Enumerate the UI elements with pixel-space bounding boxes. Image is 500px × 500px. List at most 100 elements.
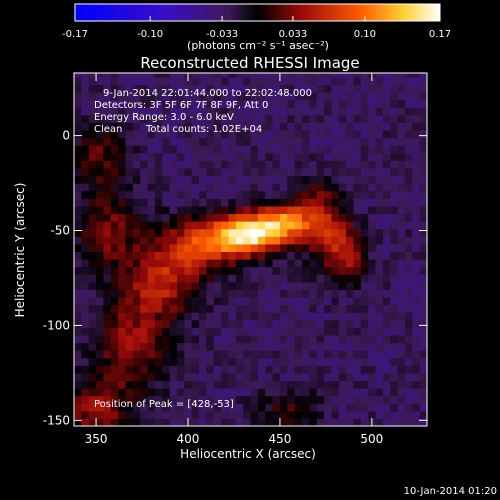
heatmap-cell [404, 228, 413, 237]
heatmap-cell [199, 228, 207, 237]
heatmap-cell [301, 205, 310, 215]
heatmap-cell [301, 183, 310, 192]
heatmap-cell [287, 84, 296, 93]
heatmap-cell [235, 365, 244, 374]
heatmap-cell [287, 327, 296, 336]
heatmap-cell [199, 137, 207, 146]
x-tick-label: 400 [177, 432, 200, 446]
heatmap-cell [382, 198, 391, 207]
heatmap-cell [213, 73, 222, 78]
heatmap-cell [353, 319, 362, 328]
heatmap-cell [154, 84, 163, 93]
heatmap-cell [404, 380, 413, 389]
heatmap-cell [309, 228, 318, 237]
heatmap-cell [390, 410, 399, 420]
heatmap-cell [162, 372, 171, 382]
heatmap-cell [235, 99, 244, 108]
heatmap-cell [162, 342, 171, 351]
heatmap-cell [110, 205, 119, 215]
heatmap-cell [125, 319, 134, 328]
heatmap-cell [213, 145, 222, 154]
heatmap-cell [324, 76, 332, 85]
heatmap-cell [309, 137, 318, 146]
heatmap-cell [110, 365, 119, 374]
heatmap-cell [96, 410, 105, 420]
heatmap-cell [309, 357, 318, 366]
heatmap-cell [176, 122, 185, 131]
heatmap-cell [243, 395, 252, 404]
heatmap-cell [169, 380, 178, 389]
heatmap-cell [265, 403, 274, 412]
heatmap-cell [206, 205, 215, 215]
heatmap-cell [272, 350, 281, 359]
heatmap-cell [154, 205, 163, 215]
heatmap-cell [331, 327, 340, 336]
heatmap-cell [250, 281, 259, 290]
heatmap-cell [74, 91, 82, 101]
heatmap-cell [404, 372, 413, 382]
heatmap-cell [346, 236, 355, 245]
heatmap-cell [265, 221, 274, 230]
heatmap-cell [382, 152, 391, 161]
heatmap-cell [397, 213, 406, 222]
heatmap-cell [118, 243, 127, 252]
heatmap-cell [324, 418, 332, 426]
heatmap-cell [206, 258, 215, 268]
heatmap-cell [199, 76, 207, 85]
heatmap-cell [162, 73, 171, 78]
heatmap-cell [316, 152, 325, 161]
heatmap-cell [360, 221, 369, 230]
heatmap-cell [162, 334, 171, 344]
heatmap-cell [397, 145, 406, 154]
heatmap-cell [199, 243, 207, 252]
heatmap-cell [287, 342, 296, 351]
heatmap-cell [96, 114, 105, 123]
heatmap-cell [118, 129, 127, 139]
heatmap-cell [199, 190, 207, 199]
heatmap-cell [375, 266, 384, 275]
heatmap-cell [184, 183, 193, 192]
heatmap-cell [331, 357, 340, 366]
heatmap-cell [184, 357, 193, 366]
heatmap-cell [147, 380, 156, 389]
heatmap-cell [88, 243, 97, 252]
heatmap-cell [96, 357, 105, 366]
heatmap-cell [176, 410, 185, 420]
heatmap-cell [272, 410, 281, 420]
heatmap-cell [191, 145, 200, 154]
heatmap-cell [228, 236, 237, 245]
heatmap-cell [228, 107, 237, 116]
heatmap-cell [412, 129, 421, 139]
heatmap-cell [176, 266, 185, 275]
heatmap-cell [176, 342, 185, 351]
heatmap-cell [390, 418, 399, 426]
heatmap-cell [353, 145, 362, 154]
heatmap-cell [140, 167, 149, 177]
heatmap-cell [360, 289, 369, 298]
heatmap-cell [199, 289, 207, 298]
heatmap-cell [382, 342, 391, 351]
heatmap-cell [125, 84, 134, 93]
heatmap-cell [287, 107, 296, 116]
heatmap-cell [199, 99, 207, 108]
heatmap-cell [221, 296, 230, 306]
heatmap-cell [419, 198, 427, 207]
heatmap-cell [346, 221, 355, 230]
heatmap-cell [228, 342, 237, 351]
heatmap-cell [404, 236, 413, 245]
heatmap-cell [110, 228, 119, 237]
heatmap-cell [199, 357, 207, 366]
heatmap-cell [206, 312, 215, 321]
colorbar-ticks: -0.17 -0.10 -0.033 0.033 0.10 0.17 [62, 16, 451, 40]
heatmap-cell [140, 236, 149, 245]
heatmap-cell [147, 296, 156, 306]
heatmap-cell [272, 334, 281, 344]
heatmap-cell [125, 266, 134, 275]
heatmap-cell [235, 380, 244, 389]
heatmap-cell [360, 152, 369, 161]
heatmap-cell [221, 274, 230, 283]
heatmap-cell [243, 122, 252, 131]
chart-title: Reconstructed RHESSI Image [140, 54, 359, 72]
heatmap-cell [199, 334, 207, 344]
heatmap-cell [375, 160, 384, 169]
